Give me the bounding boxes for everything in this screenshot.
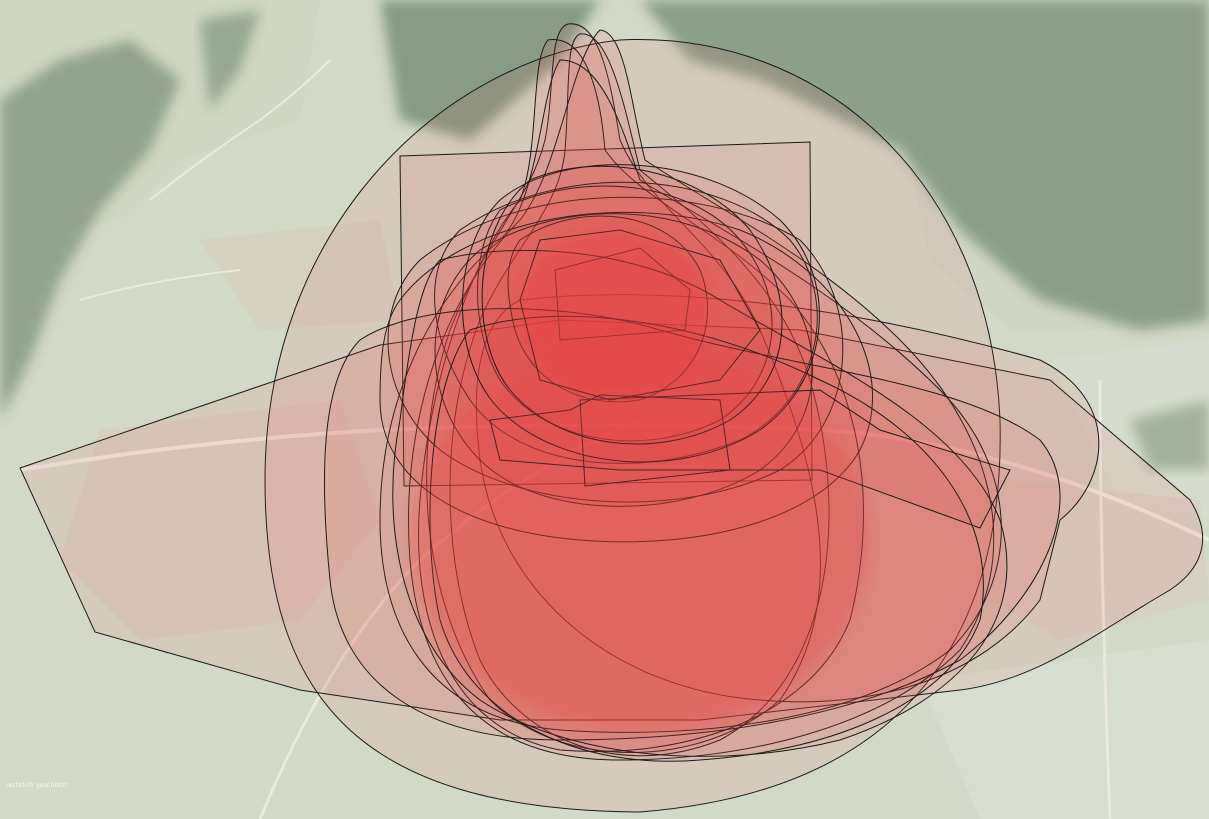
settlement-area [200, 220, 400, 330]
settlement-area [60, 400, 380, 640]
road [149, 59, 331, 201]
map-attribution: rechtlich geschützt [6, 782, 68, 789]
forest-area [200, 10, 260, 110]
field-area [0, 560, 130, 819]
field-area [920, 640, 1209, 819]
overlap-core [410, 230, 870, 730]
forest-area [1130, 400, 1209, 470]
road [1098, 379, 1112, 819]
forest-area [0, 40, 180, 420]
road [79, 269, 241, 301]
field-area [1050, 340, 1209, 520]
forest-area [380, 0, 600, 140]
forest-area [640, 0, 1209, 330]
settlement-area [990, 480, 1209, 640]
